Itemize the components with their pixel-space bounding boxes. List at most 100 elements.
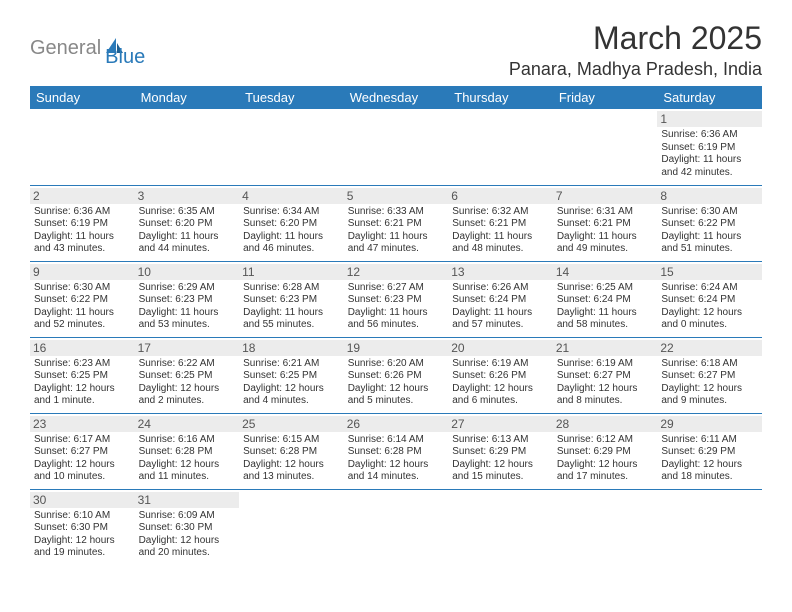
calendar-cell: [448, 489, 553, 565]
sunset-text: Sunset: 6:21 PM: [348, 218, 445, 231]
day-detail-text: Sunrise: 6:20 AMSunset: 6:26 PMDaylight:…: [348, 358, 445, 408]
day-number: 22: [657, 340, 762, 356]
sunset-text: Sunset: 6:26 PM: [452, 370, 549, 383]
logo: General Blue: [30, 20, 145, 69]
sunrise-text: Sunrise: 6:32 AM: [452, 206, 549, 219]
daylight-text: Daylight: 12 hours and 5 minutes.: [348, 383, 445, 408]
sunrise-text: Sunrise: 6:20 AM: [348, 358, 445, 371]
calendar-week-row: 30Sunrise: 6:10 AMSunset: 6:30 PMDayligh…: [30, 489, 762, 565]
calendar-cell: 10Sunrise: 6:29 AMSunset: 6:23 PMDayligh…: [135, 261, 240, 337]
calendar-cell: [239, 109, 344, 185]
day-number: 23: [30, 416, 135, 432]
sunrise-text: Sunrise: 6:12 AM: [557, 434, 654, 447]
weekday-header: Sunday: [30, 86, 135, 109]
daylight-text: Daylight: 11 hours and 48 minutes.: [452, 231, 549, 256]
day-number: 21: [553, 340, 658, 356]
sunrise-text: Sunrise: 6:27 AM: [348, 282, 445, 295]
sunset-text: Sunset: 6:20 PM: [243, 218, 340, 231]
day-detail-text: Sunrise: 6:15 AMSunset: 6:28 PMDaylight:…: [243, 434, 340, 484]
day-detail-text: Sunrise: 6:32 AMSunset: 6:21 PMDaylight:…: [452, 206, 549, 256]
daylight-text: Daylight: 12 hours and 1 minute.: [34, 383, 131, 408]
day-detail-text: Sunrise: 6:21 AMSunset: 6:25 PMDaylight:…: [243, 358, 340, 408]
day-number: 8: [657, 188, 762, 204]
sunrise-text: Sunrise: 6:26 AM: [452, 282, 549, 295]
calendar-table: Sunday Monday Tuesday Wednesday Thursday…: [30, 86, 762, 565]
sunset-text: Sunset: 6:27 PM: [661, 370, 758, 383]
daylight-text: Daylight: 12 hours and 9 minutes.: [661, 383, 758, 408]
day-detail-text: Sunrise: 6:29 AMSunset: 6:23 PMDaylight:…: [139, 282, 236, 332]
weekday-row: Sunday Monday Tuesday Wednesday Thursday…: [30, 86, 762, 109]
sunrise-text: Sunrise: 6:13 AM: [452, 434, 549, 447]
daylight-text: Daylight: 12 hours and 10 minutes.: [34, 459, 131, 484]
calendar-cell: 16Sunrise: 6:23 AMSunset: 6:25 PMDayligh…: [30, 337, 135, 413]
sunrise-text: Sunrise: 6:30 AM: [661, 206, 758, 219]
sunset-text: Sunset: 6:26 PM: [348, 370, 445, 383]
calendar-cell: 29 Sunrise: 6:11 AMSunset: 6:29 PMDayligh…: [657, 413, 762, 489]
daylight-text: Daylight: 11 hours and 44 minutes.: [139, 231, 236, 256]
calendar-cell: 4 Sunrise: 6:34 AMSunset: 6:20 PMDaylight…: [239, 185, 344, 261]
sunset-text: Sunset: 6:30 PM: [34, 522, 131, 535]
daylight-text: Daylight: 12 hours and 13 minutes.: [243, 459, 340, 484]
calendar-cell: [344, 109, 449, 185]
daylight-text: Daylight: 11 hours and 49 minutes.: [557, 231, 654, 256]
calendar-cell: 30Sunrise: 6:10 AMSunset: 6:30 PMDayligh…: [30, 489, 135, 565]
daylight-text: Daylight: 12 hours and 19 minutes.: [34, 535, 131, 560]
calendar-cell: 9 Sunrise: 6:30 AMSunset: 6:22 PMDaylight…: [30, 261, 135, 337]
daylight-text: Daylight: 11 hours and 52 minutes.: [34, 307, 131, 332]
sunset-text: Sunset: 6:22 PM: [661, 218, 758, 231]
sunset-text: Sunset: 6:25 PM: [139, 370, 236, 383]
weekday-header: Wednesday: [344, 86, 449, 109]
day-detail-text: Sunrise: 6:36 AMSunset: 6:19 PMDaylight:…: [34, 206, 131, 256]
calendar-cell: [553, 489, 658, 565]
day-number: 14: [553, 264, 658, 280]
calendar-cell: 7Sunrise: 6:31 AMSunset: 6:21 PMDaylight…: [553, 185, 658, 261]
daylight-text: Daylight: 12 hours and 8 minutes.: [557, 383, 654, 408]
sunset-text: Sunset: 6:19 PM: [661, 142, 758, 155]
day-detail-text: Sunrise: 6:11 AMSunset: 6:29 PMDaylight:…: [661, 434, 758, 484]
day-number: 9: [30, 264, 135, 280]
day-detail-text: Sunrise: 6:34 AMSunset: 6:20 PMDaylight:…: [243, 206, 340, 256]
calendar-cell: 6Sunrise: 6:32 AMSunset: 6:21 PMDaylight…: [448, 185, 553, 261]
day-detail-text: Sunrise: 6:18 AMSunset: 6:27 PMDaylight:…: [661, 358, 758, 408]
weekday-header: Tuesday: [239, 86, 344, 109]
day-number: 29: [657, 416, 762, 432]
day-detail-text: Sunrise: 6:14 AMSunset: 6:28 PMDaylight:…: [348, 434, 445, 484]
calendar-cell: [239, 489, 344, 565]
sunset-text: Sunset: 6:24 PM: [557, 294, 654, 307]
sunset-text: Sunset: 6:28 PM: [348, 446, 445, 459]
day-detail-text: Sunrise: 6:35 AMSunset: 6:20 PMDaylight:…: [139, 206, 236, 256]
sunrise-text: Sunrise: 6:14 AM: [348, 434, 445, 447]
logo-text-blue: Blue: [105, 46, 145, 68]
day-detail-text: Sunrise: 6:28 AMSunset: 6:23 PMDaylight:…: [243, 282, 340, 332]
sunrise-text: Sunrise: 6:10 AM: [34, 510, 131, 523]
day-detail-text: Sunrise: 6:30 AMSunset: 6:22 PMDaylight:…: [34, 282, 131, 332]
calendar-week-row: 2Sunrise: 6:36 AMSunset: 6:19 PMDaylight…: [30, 185, 762, 261]
daylight-text: Daylight: 12 hours and 20 minutes.: [139, 535, 236, 560]
calendar-cell: 23Sunrise: 6:17 AMSunset: 6:27 PMDayligh…: [30, 413, 135, 489]
day-detail-text: Sunrise: 6:26 AMSunset: 6:24 PMDaylight:…: [452, 282, 549, 332]
sunset-text: Sunset: 6:21 PM: [557, 218, 654, 231]
calendar-cell: 31Sunrise: 6:09 AMSunset: 6:30 PMDayligh…: [135, 489, 240, 565]
calendar-cell: 28Sunrise: 6:12 AMSunset: 6:29 PMDayligh…: [553, 413, 658, 489]
daylight-text: Daylight: 12 hours and 6 minutes.: [452, 383, 549, 408]
calendar-week-row: 23Sunrise: 6:17 AMSunset: 6:27 PMDayligh…: [30, 413, 762, 489]
sunset-text: Sunset: 6:25 PM: [243, 370, 340, 383]
day-number: 26: [344, 416, 449, 432]
day-detail-text: Sunrise: 6:10 AMSunset: 6:30 PMDaylight:…: [34, 510, 131, 560]
sunrise-text: Sunrise: 6:35 AM: [139, 206, 236, 219]
day-detail-text: Sunrise: 6:27 AMSunset: 6:23 PMDaylight:…: [348, 282, 445, 332]
sunset-text: Sunset: 6:21 PM: [452, 218, 549, 231]
weekday-header: Friday: [553, 86, 658, 109]
sunset-text: Sunset: 6:27 PM: [34, 446, 131, 459]
calendar-cell: 19Sunrise: 6:20 AMSunset: 6:26 PMDayligh…: [344, 337, 449, 413]
sunrise-text: Sunrise: 6:24 AM: [661, 282, 758, 295]
day-detail-text: Sunrise: 6:09 AMSunset: 6:30 PMDaylight:…: [139, 510, 236, 560]
day-number: 3: [135, 188, 240, 204]
sunset-text: Sunset: 6:29 PM: [557, 446, 654, 459]
weekday-header: Saturday: [657, 86, 762, 109]
sunrise-text: Sunrise: 6:18 AM: [661, 358, 758, 371]
day-number: 25: [239, 416, 344, 432]
sunrise-text: Sunrise: 6:21 AM: [243, 358, 340, 371]
calendar-cell: 22 Sunrise: 6:18 AMSunset: 6:27 PMDayligh…: [657, 337, 762, 413]
day-number: 4: [239, 188, 344, 204]
